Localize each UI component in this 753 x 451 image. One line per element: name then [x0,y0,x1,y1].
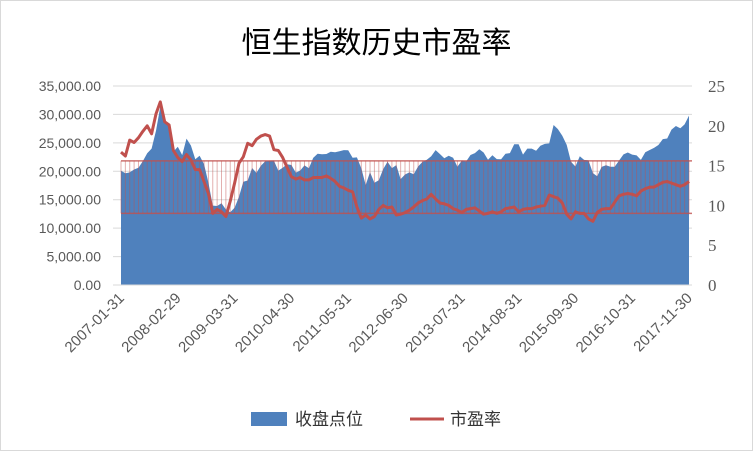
x-axis-tick-label: 2014-08-31 [459,290,525,356]
left-axis-tick-label: 20,000.00 [39,163,101,179]
legend-label-close: 收盘点位 [295,410,363,429]
left-axis-tick-label: 10,000.00 [39,220,101,236]
x-axis-tick-label: 2017-11-30 [630,290,695,355]
x-axis-tick-label: 2010-04-30 [232,290,298,356]
legend-label-pe: 市盈率 [450,410,501,429]
x-axis-tick-label: 2013-07-31 [402,290,468,356]
left-axis-tick-label: 35,000.00 [39,78,101,94]
right-axis-tick-label: 25 [708,77,725,96]
x-axis-tick-label: 2007-01-31 [62,290,128,356]
left-axis-tick-label: 30,000.00 [39,106,101,122]
x-axis-tick-label: 2008-02-29 [118,290,184,356]
right-axis-tick-label: 0 [708,276,717,295]
left-axis-tick-label: 25,000.00 [39,135,101,151]
x-axis-tick-label: 2016-10-31 [573,290,639,356]
x-axis-tick-label: 2012-06-30 [346,290,412,356]
left-axis-tick-label: 15,000.00 [39,192,101,208]
left-axis-tick-label: 5,000.00 [47,249,102,265]
x-axis-tick-label: 2009-03-31 [175,290,241,356]
right-axis-tick-label: 15 [708,157,725,176]
right-axis-tick-label: 10 [708,196,725,215]
series-area-close [121,106,689,285]
x-axis-tick-label: 2015-09-30 [516,290,582,356]
right-axis-tick-label: 20 [708,117,725,136]
x-axis-tick-label: 2011-05-31 [290,290,355,355]
right-axis-tick-label: 5 [708,236,717,255]
left-axis-tick-label: 0.00 [74,277,101,293]
chart-title: 恒生指数历史市盈率 [241,26,512,61]
series-line-pe [120,100,690,223]
legend-swatch-area [251,412,287,426]
